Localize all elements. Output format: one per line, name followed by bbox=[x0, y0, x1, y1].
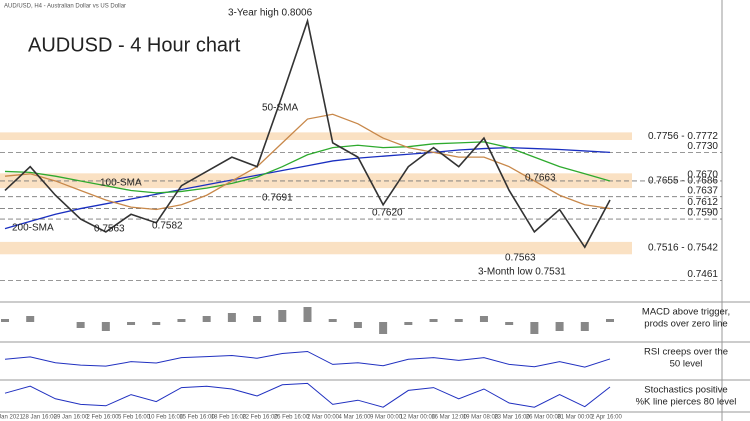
annotation: 0.7691 bbox=[262, 193, 293, 204]
zone bbox=[0, 132, 632, 140]
indicator-label: prods over zero line bbox=[644, 319, 727, 330]
chart-title: AUDUSD - 4 Hour chart bbox=[28, 34, 241, 56]
annotation: 0.7663 bbox=[525, 173, 556, 184]
histogram-bar bbox=[530, 322, 539, 334]
annotation: 0.7582 bbox=[152, 221, 183, 232]
zone bbox=[0, 241, 632, 255]
x-tick-label: 22 Feb 16:00 bbox=[242, 415, 278, 421]
x-tick-label: 12 Mar 00:00 bbox=[400, 415, 436, 421]
x-tick-label: 18 Feb 16:00 bbox=[211, 415, 247, 421]
zone-label: 0.7516 - 0.7542 bbox=[648, 243, 718, 254]
histogram-bar bbox=[227, 313, 236, 322]
x-tick-label: 15 Feb 16:00 bbox=[179, 415, 215, 421]
histogram-bar bbox=[76, 322, 85, 328]
x-tick-label: 2 Mar 00:00 bbox=[307, 415, 340, 421]
histogram-bar bbox=[278, 310, 287, 322]
histogram-bar bbox=[1, 319, 9, 322]
x-tick-label: 2 Apr 16:00 bbox=[591, 415, 622, 421]
annotation: 200-SMA bbox=[12, 223, 54, 234]
histogram-bar bbox=[127, 322, 136, 325]
histogram-bar bbox=[101, 322, 110, 331]
histogram-bar bbox=[328, 319, 337, 322]
x-tick-label: 5 Feb 16:00 bbox=[118, 415, 151, 421]
histogram-bar bbox=[479, 316, 488, 322]
annotation: 3-Year high 0.8006 bbox=[228, 8, 313, 19]
level-label: 0.7637 bbox=[687, 185, 718, 196]
x-tick-label: 25 Feb 16:00 bbox=[274, 415, 310, 421]
level-label: 0.7730 bbox=[687, 141, 718, 152]
x-tick-label: 4 Mar 16:00 bbox=[338, 415, 371, 421]
zone-label: 0.7756 - 0.7772 bbox=[648, 131, 718, 142]
indicator-label: MACD above trigger, bbox=[642, 307, 730, 318]
x-tick-label: 26 Mar 00:00 bbox=[526, 415, 562, 421]
indicator-label: %K line pierces 80 level bbox=[636, 397, 737, 408]
x-tick-label: 16 Mar 12:00 bbox=[431, 415, 467, 421]
annotation: 50-SMA bbox=[262, 103, 298, 114]
chart-header: AUD/USD, H4 - Australian Dollar vs US Do… bbox=[4, 4, 126, 10]
indicator-label: 50 level bbox=[670, 359, 703, 370]
histogram-bar bbox=[555, 322, 564, 331]
histogram-bar bbox=[505, 322, 514, 325]
x-tick-label: 31 Mar 00:00 bbox=[557, 415, 593, 421]
histogram-bar bbox=[580, 322, 589, 331]
histogram-bar bbox=[152, 322, 161, 325]
histogram-bar bbox=[606, 319, 614, 322]
x-tick-label: 29 Jan 16:00 bbox=[54, 415, 89, 421]
level-label: 0.7461 bbox=[687, 269, 718, 280]
level-label: 0.7612 bbox=[687, 197, 718, 208]
annotation: 3-Month low 0.7531 bbox=[478, 267, 566, 278]
x-tick-label: 23 Mar 16:00 bbox=[494, 415, 530, 421]
x-tick-label: 19 Mar 08:00 bbox=[463, 415, 499, 421]
series-line bbox=[4, 113, 611, 211]
indicator-line bbox=[4, 382, 611, 408]
histogram-bar bbox=[253, 316, 262, 322]
histogram-bar bbox=[429, 319, 438, 322]
x-tick-label: 28 Jan 16:00 bbox=[22, 415, 57, 421]
indicator-label: Stochastics positive bbox=[644, 385, 727, 396]
histogram-bar bbox=[353, 322, 362, 328]
annotation: 100-SMA bbox=[100, 178, 142, 189]
annotation: 0.7563 bbox=[505, 253, 536, 264]
histogram-bar bbox=[379, 322, 388, 334]
indicator-line bbox=[4, 350, 611, 368]
annotation: 0.7620 bbox=[372, 208, 403, 219]
x-tick-label: 1 Jan 2021 bbox=[0, 415, 24, 421]
x-tick-label: 9 Mar 00:00 bbox=[370, 415, 403, 421]
annotation: 0.7563 bbox=[94, 224, 125, 235]
level-label: 0.7590 bbox=[687, 208, 718, 219]
level-label: 0.7670 bbox=[687, 170, 718, 181]
indicator-label: RSI creeps over the bbox=[644, 347, 728, 358]
histogram-bar bbox=[303, 307, 312, 322]
series-line bbox=[4, 17, 611, 249]
series-line bbox=[4, 141, 611, 194]
histogram-bar bbox=[177, 319, 186, 322]
histogram-bar bbox=[202, 316, 211, 322]
histogram-bar bbox=[454, 319, 463, 322]
histogram-bar bbox=[404, 322, 413, 325]
histogram-bar bbox=[26, 316, 35, 322]
x-tick-label: 2 Feb 16:00 bbox=[86, 415, 119, 421]
x-tick-label: 10 Feb 16:00 bbox=[148, 415, 184, 421]
